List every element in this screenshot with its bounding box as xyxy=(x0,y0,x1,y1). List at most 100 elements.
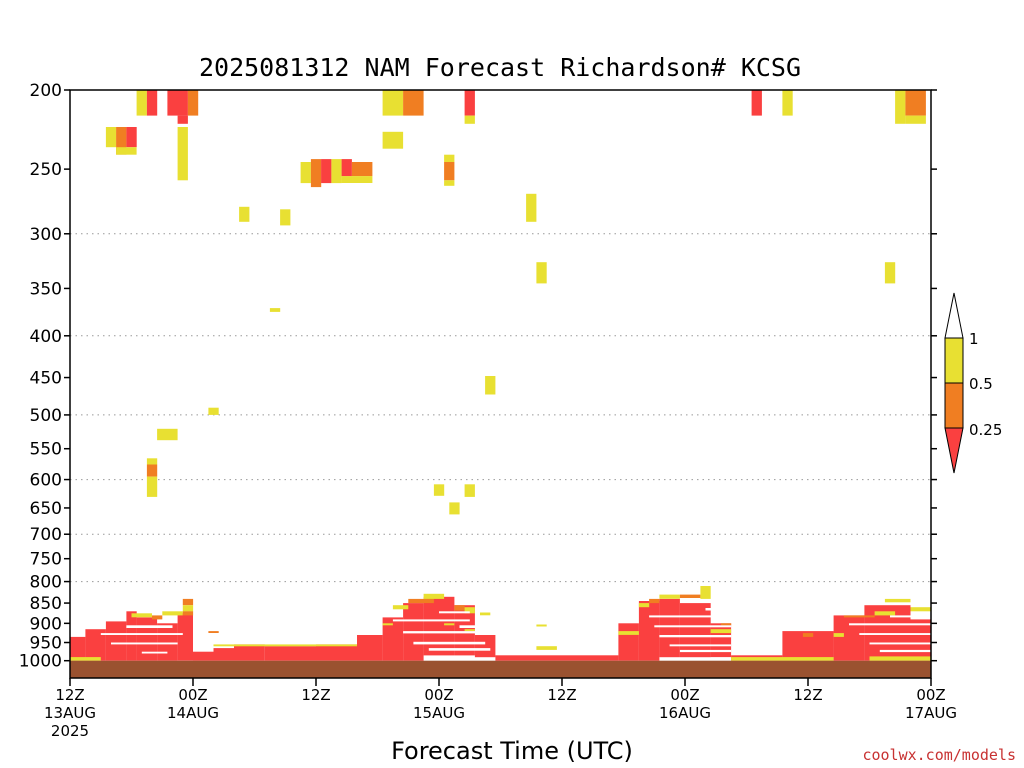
ri-cell-49 xyxy=(105,621,127,661)
ri-cell-77 xyxy=(131,613,152,618)
y-tick-label-500: 500 xyxy=(30,406,62,426)
ri-gap-7 xyxy=(428,648,491,651)
x-tick-label-72-0: 12Z xyxy=(793,686,822,704)
ri-cell-106 xyxy=(874,611,896,616)
ri-cell-97 xyxy=(659,594,680,599)
x-tick-label-12-1: 14AUG xyxy=(167,704,219,722)
heatmap-gaps xyxy=(100,608,932,654)
ri-cell-85 xyxy=(408,598,434,604)
ri-cell-105 xyxy=(843,615,875,618)
ri-cell-11 xyxy=(280,209,291,226)
ri-cell-96 xyxy=(649,598,660,604)
x-tick-label-0-2: 2025 xyxy=(51,722,89,740)
plot-frame xyxy=(69,89,932,679)
ri-cell-60 xyxy=(382,617,404,661)
ri-cell-23 xyxy=(444,162,455,181)
ri-cell-57 xyxy=(264,646,317,661)
ri-gap-19 xyxy=(879,649,932,653)
ri-cell-47 xyxy=(70,636,86,661)
ri-cell-42 xyxy=(433,484,445,496)
ri-gap-10 xyxy=(649,615,726,618)
ri-gap-2 xyxy=(126,625,173,628)
ground-layer xyxy=(70,660,931,678)
ri-cell-17 xyxy=(351,162,373,177)
x-tick-label-24-0: 12Z xyxy=(301,686,330,704)
ri-cell-16 xyxy=(341,159,352,177)
y-axis-ticks: 200 250 300 350 400 450 500 550 600 650 700 750 8008… xyxy=(19,81,937,672)
x-axis-label: Forecast Time (UTC) xyxy=(391,737,633,765)
ri-cell-93 xyxy=(536,646,557,650)
ri-cell-101 xyxy=(720,623,732,626)
x-tick-label-0-1: 13AUG xyxy=(44,704,96,722)
ri-cell-92 xyxy=(536,624,547,627)
y-tick-label-950: 950 xyxy=(30,634,62,654)
ri-cell-22 xyxy=(444,154,455,162)
ri-cell-65 xyxy=(495,655,619,661)
ri-cell-98 xyxy=(679,594,701,598)
ri-gap-0 xyxy=(100,633,183,635)
ri-gap-8 xyxy=(439,611,470,614)
ri-cell-32 xyxy=(905,90,926,116)
colorbar-label-0: 1 xyxy=(969,330,979,348)
ri-cell-78 xyxy=(152,615,163,620)
y-tick-label-1000: 1000 xyxy=(19,652,62,672)
y-tick-label-800: 800 xyxy=(30,573,62,593)
colorbar-label-2: 0.25 xyxy=(969,421,1002,439)
ri-cell-5 xyxy=(105,127,117,148)
ri-cell-48 xyxy=(85,629,106,661)
ri-cell-66 xyxy=(618,623,639,661)
ri-cell-50 xyxy=(126,611,137,661)
ri-cell-10 xyxy=(239,206,250,222)
y-tick-label-200: 200 xyxy=(30,81,62,101)
ri-cell-67 xyxy=(638,601,660,661)
ri-cell-31 xyxy=(895,90,906,124)
ri-gap-18 xyxy=(869,642,931,645)
y-tick-label-450: 450 xyxy=(30,369,62,389)
ri-cell-76 xyxy=(70,657,101,661)
ri-cell-108 xyxy=(910,607,931,612)
ri-gap-14 xyxy=(679,649,732,653)
x-tick-label-48-0: 12Z xyxy=(547,686,576,704)
ri-cell-12 xyxy=(300,162,311,184)
ri-cell-100 xyxy=(710,629,732,634)
ri-gap-12 xyxy=(659,635,732,638)
ri-cell-4 xyxy=(177,115,188,124)
ri-cell-81 xyxy=(208,631,219,633)
y-tick-label-650: 650 xyxy=(30,499,62,519)
ri-gap-11 xyxy=(654,625,732,628)
x-tick-label-84-0: 00Z xyxy=(916,686,945,704)
x-tick-label-60-1: 16AUG xyxy=(659,704,711,722)
ri-cell-87 xyxy=(454,605,465,611)
ri-cell-62 xyxy=(423,596,455,656)
ri-cell-37 xyxy=(208,407,219,415)
y-tick-label-750: 750 xyxy=(30,550,62,570)
ri-cell-89 xyxy=(480,612,491,616)
ri-cell-59 xyxy=(357,635,383,661)
ri-cell-39 xyxy=(146,458,158,465)
ri-cell-9 xyxy=(177,127,188,181)
ri-cell-68 xyxy=(659,598,680,658)
ri-cell-45 xyxy=(182,598,194,606)
y-tick-label-350: 350 xyxy=(30,279,62,299)
ri-cell-28 xyxy=(536,262,547,284)
ri-cell-27 xyxy=(526,193,537,222)
ri-gap-13 xyxy=(669,644,732,647)
ri-cell-14 xyxy=(321,159,332,184)
ri-gap-15 xyxy=(705,608,721,611)
ri-cell-86 xyxy=(423,593,445,599)
ri-cell-3 xyxy=(187,90,199,116)
ri-cell-80 xyxy=(182,611,194,616)
ri-cell-40 xyxy=(146,464,158,477)
ri-cell-25 xyxy=(464,90,475,116)
colorbar-label-1: 0.5 xyxy=(969,375,993,393)
gridlines xyxy=(70,233,931,583)
y-tick-label-400: 400 xyxy=(30,327,62,347)
ri-cell-88 xyxy=(464,607,475,614)
ri-cell-55 xyxy=(213,648,234,661)
ri-cell-6 xyxy=(116,127,127,155)
ri-cell-102 xyxy=(731,657,834,661)
ri-cell-95 xyxy=(638,603,650,608)
ri-cell-19 xyxy=(382,90,404,116)
